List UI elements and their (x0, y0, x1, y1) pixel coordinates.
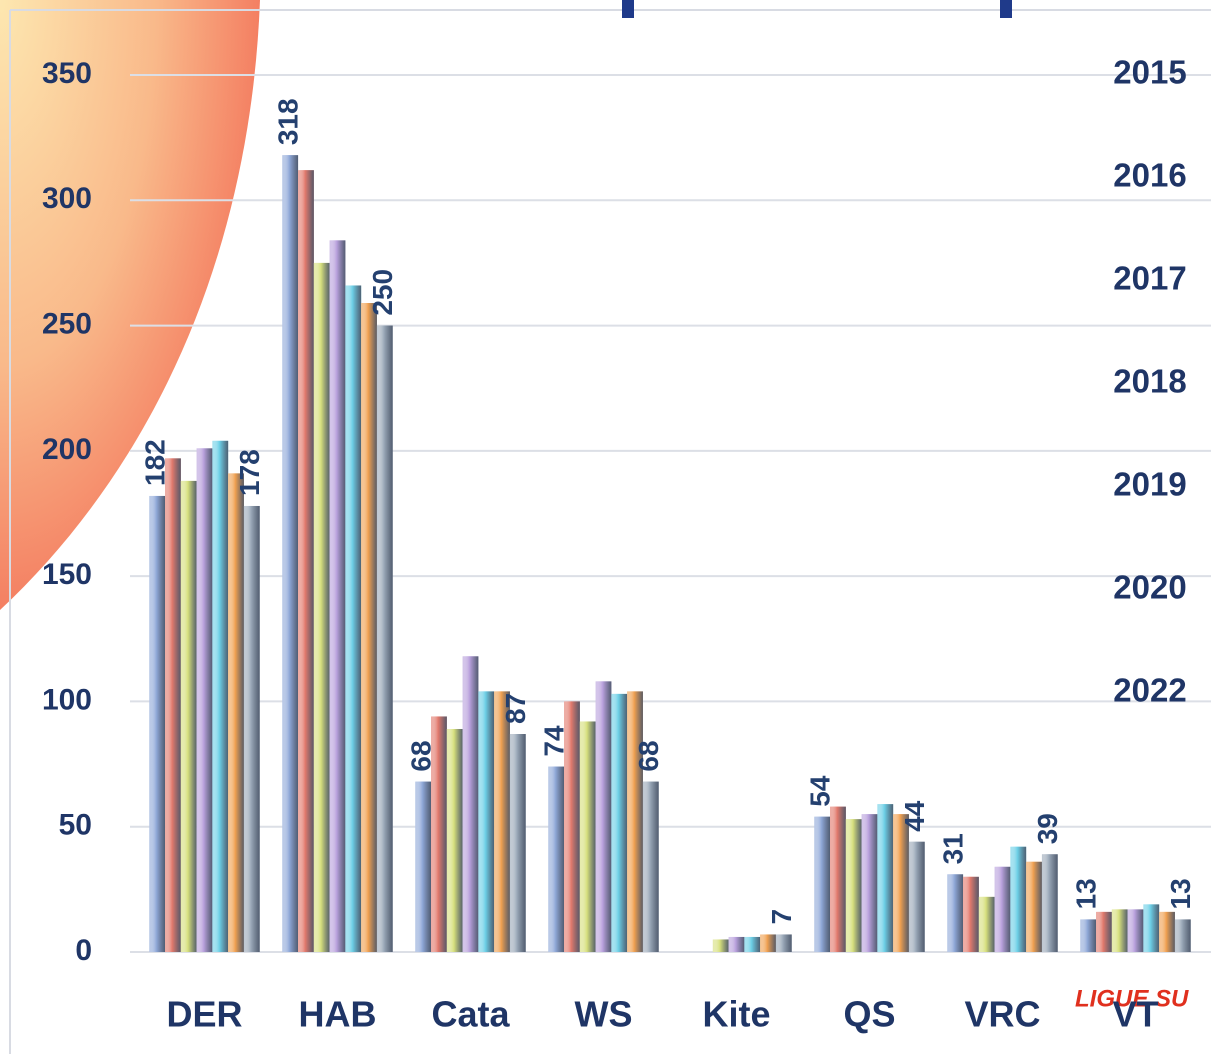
bar-shade (994, 866, 1011, 952)
bar-shade (627, 691, 643, 952)
bar-shade (509, 734, 526, 952)
bar-shade (728, 936, 745, 952)
x-tick-label: DER (166, 994, 242, 1035)
data-label: 13 (1165, 878, 1196, 909)
bar-shade (893, 814, 909, 952)
bar-shade (415, 781, 432, 952)
legend-label: 2017 (1113, 260, 1186, 297)
bar-shade (963, 876, 979, 952)
bar-shade (548, 766, 565, 952)
bar-shade (282, 155, 299, 952)
legend-label: 2015 (1113, 54, 1186, 91)
data-label: 13 (1071, 878, 1102, 909)
bar-shade (228, 473, 244, 952)
bar-shade (830, 806, 846, 952)
brand-text: LIGUE SU (1075, 985, 1189, 1012)
bar-shade (1080, 919, 1097, 952)
bar-shade (1159, 911, 1175, 952)
data-label: 250 (367, 269, 398, 316)
legend-label: 2019 (1113, 466, 1186, 503)
bar-shade (313, 262, 330, 952)
bar-shade (345, 285, 362, 953)
bar-shade (845, 819, 862, 952)
y-tick-label: 0 (75, 934, 92, 967)
data-label: 68 (633, 740, 664, 771)
bar-shade (947, 874, 964, 952)
data-label: 31 (938, 833, 969, 864)
y-tick-label: 200 (42, 433, 92, 466)
bar-shade (1026, 861, 1042, 952)
bar-shade (978, 896, 995, 952)
bar-shade (149, 495, 166, 952)
bar-shade (1096, 911, 1112, 952)
data-label: 178 (234, 449, 265, 496)
x-tick-label: Cata (431, 994, 510, 1035)
legend-label: 2018 (1113, 363, 1186, 400)
bar-shade (361, 303, 377, 952)
bar-shade (579, 721, 596, 952)
y-tick-label: 350 (42, 57, 92, 90)
legend-label: 2022 (1113, 672, 1186, 709)
x-tick-label: Kite (702, 994, 770, 1035)
data-label: 39 (1032, 813, 1063, 844)
x-tick-label: VT (1112, 994, 1158, 1035)
y-tick-label: 300 (42, 182, 92, 215)
bar-shade (431, 716, 447, 952)
x-tick-label: QS (843, 994, 895, 1035)
bar-shade (1041, 854, 1058, 952)
bar-shade (298, 170, 314, 952)
data-label: 318 (273, 98, 304, 145)
bar-shade (1127, 909, 1144, 952)
bar-shade (564, 701, 580, 952)
bar-shade (212, 440, 229, 952)
x-tick-label: HAB (299, 994, 377, 1035)
y-tick-label: 100 (42, 683, 92, 716)
bar-shade (642, 781, 659, 952)
bar-shade (595, 681, 612, 952)
bar-shade (446, 728, 463, 952)
bar-shade (744, 936, 761, 952)
bar-shade (877, 804, 894, 952)
data-label: 7 (766, 909, 797, 925)
bar-shade (494, 691, 510, 952)
bar-shade (165, 458, 181, 952)
bar-shade (329, 240, 346, 952)
bar-shade (478, 691, 495, 952)
bar-shade (611, 693, 628, 952)
data-label: 44 (899, 800, 930, 832)
decoration (1000, 0, 1012, 18)
background-shape (0, 0, 260, 610)
y-tick-label: 150 (42, 558, 92, 591)
bar-shade (712, 939, 729, 952)
bar-shade (1143, 904, 1160, 952)
data-label: 87 (500, 693, 531, 724)
bar-shade (908, 841, 925, 952)
bar-shade (814, 816, 831, 952)
bar-shade (180, 480, 197, 952)
legend-label: 2020 (1113, 569, 1186, 606)
bar-shade (1174, 919, 1191, 952)
bar-shade (462, 656, 479, 952)
bar-shade (196, 448, 213, 952)
decoration (622, 0, 634, 18)
x-tick-label: WS (575, 994, 633, 1035)
bar-shade (1111, 909, 1128, 952)
bar-shade (1010, 846, 1027, 952)
y-tick-label: 250 (42, 307, 92, 340)
bar-shade (760, 934, 776, 952)
y-tick-label: 50 (59, 809, 92, 842)
bar-shade (376, 325, 393, 953)
bar-shade (861, 814, 878, 952)
bar-shade (243, 505, 260, 952)
data-label: 54 (805, 775, 836, 807)
bar-shade (775, 934, 792, 952)
x-tick-label: VRC (964, 994, 1040, 1035)
legend-label: 2016 (1113, 157, 1186, 194)
